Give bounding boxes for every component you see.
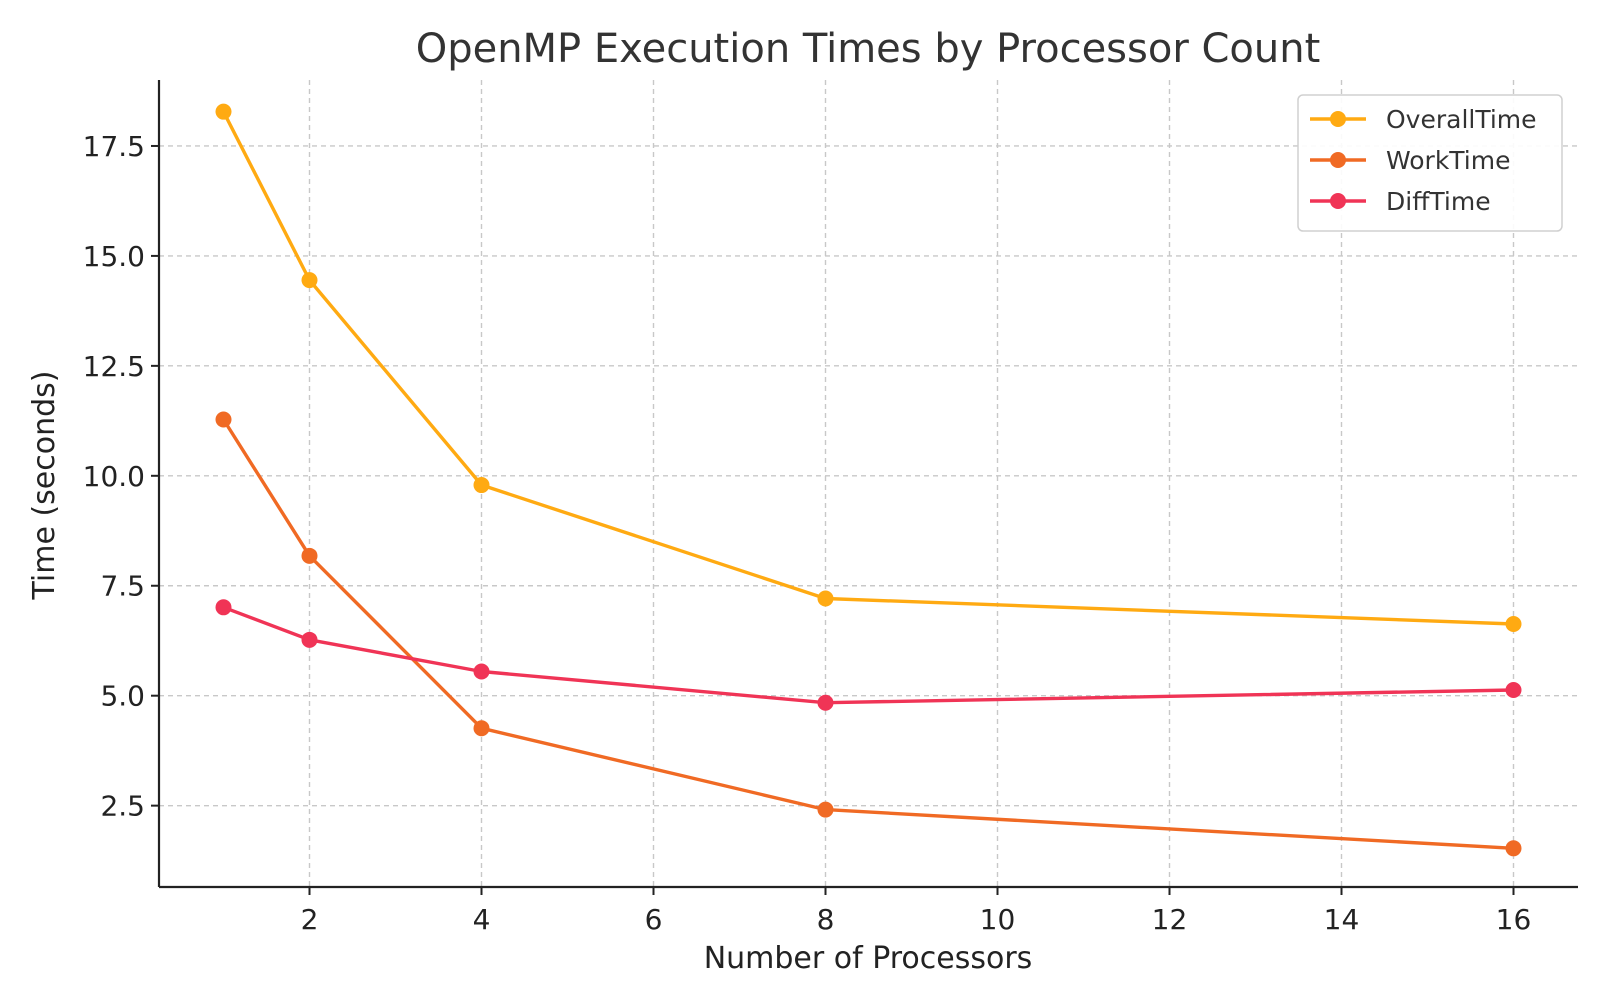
data-point-difftime <box>1505 681 1522 698</box>
chart-title: OpenMP Execution Times by Processor Coun… <box>416 26 1321 72</box>
y-axis-label: Time (seconds) <box>27 371 62 601</box>
y-tick-label: 2.5 <box>100 790 145 823</box>
data-point-difftime <box>817 694 834 711</box>
legend-marker-overalltime <box>1330 111 1346 127</box>
legend: OverallTime WorkTime DiffTime <box>1297 94 1563 232</box>
y-tick-label: 7.5 <box>100 570 145 603</box>
legend-label-difftime: DiffTime <box>1386 187 1491 216</box>
data-point-overalltime <box>215 103 232 120</box>
labels: OpenMP Execution Times by Processor Coun… <box>27 26 1320 976</box>
data-point-overalltime <box>817 590 834 607</box>
x-tick-label: 10 <box>980 903 1016 936</box>
x-axis-label: Number of Processors <box>704 941 1033 976</box>
data-point-worktime <box>473 720 490 737</box>
grid <box>159 80 1578 887</box>
x-tick-label: 6 <box>645 903 663 936</box>
legend-marker-difftime <box>1330 193 1346 209</box>
data-point-difftime <box>301 631 318 648</box>
y-tick-label: 15.0 <box>83 240 145 273</box>
series <box>215 103 1522 857</box>
data-point-overalltime <box>301 272 318 289</box>
legend-box <box>1297 94 1563 232</box>
y-tick-label: 5.0 <box>100 680 145 713</box>
legend-label-overalltime: OverallTime <box>1386 105 1537 134</box>
x-tick-label: 4 <box>473 903 491 936</box>
y-tick-label: 12.5 <box>83 350 145 383</box>
data-point-difftime <box>473 663 490 680</box>
x-tick-label: 2 <box>301 903 319 936</box>
data-point-overalltime <box>473 477 490 494</box>
data-point-worktime <box>1505 840 1522 857</box>
x-tick-label: 14 <box>1324 903 1360 936</box>
data-point-worktime <box>301 547 318 564</box>
y-tick-label: 17.5 <box>83 130 145 163</box>
data-point-overalltime <box>1505 616 1522 633</box>
data-point-worktime <box>215 411 232 428</box>
data-point-worktime <box>817 801 834 818</box>
legend-label-worktime: WorkTime <box>1386 146 1511 175</box>
axes: 2 4 6 8 10 12 14 16 2.5 5.0 7.5 10.0 12.5 15.0 17.5 <box>83 80 1578 936</box>
y-tick-label: 10.0 <box>83 460 145 493</box>
x-tick-label: 16 <box>1496 903 1532 936</box>
data-point-difftime <box>215 599 232 616</box>
x-tick-label: 8 <box>817 903 835 936</box>
legend-marker-worktime <box>1330 152 1346 168</box>
x-tick-label: 12 <box>1152 903 1188 936</box>
